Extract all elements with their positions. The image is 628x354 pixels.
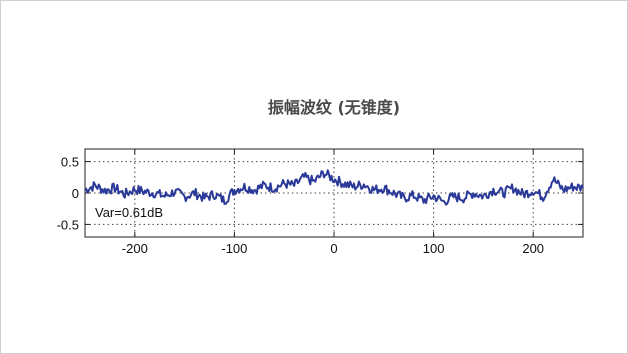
series-line — [84, 169, 584, 206]
x-tick-label: 0 — [330, 241, 337, 256]
y-tick-label: 0.5 — [61, 155, 79, 170]
y-tick-label: 0 — [72, 186, 79, 201]
tick-labels: -200 -100 0 100 200 0.5 0 -0.5 — [57, 155, 544, 256]
x-tick-label: 100 — [423, 241, 445, 256]
x-tick-label: -100 — [221, 241, 247, 256]
grid-lines — [85, 149, 583, 237]
x-tick-label: 200 — [522, 241, 544, 256]
x-tick-label: -200 — [122, 241, 148, 256]
chart-title: 振幅波纹 (无锥度) — [268, 98, 400, 117]
variance-annotation: Var=0.61dB — [95, 205, 163, 220]
y-tick-label: -0.5 — [57, 217, 79, 232]
axis-ticks — [85, 149, 583, 237]
